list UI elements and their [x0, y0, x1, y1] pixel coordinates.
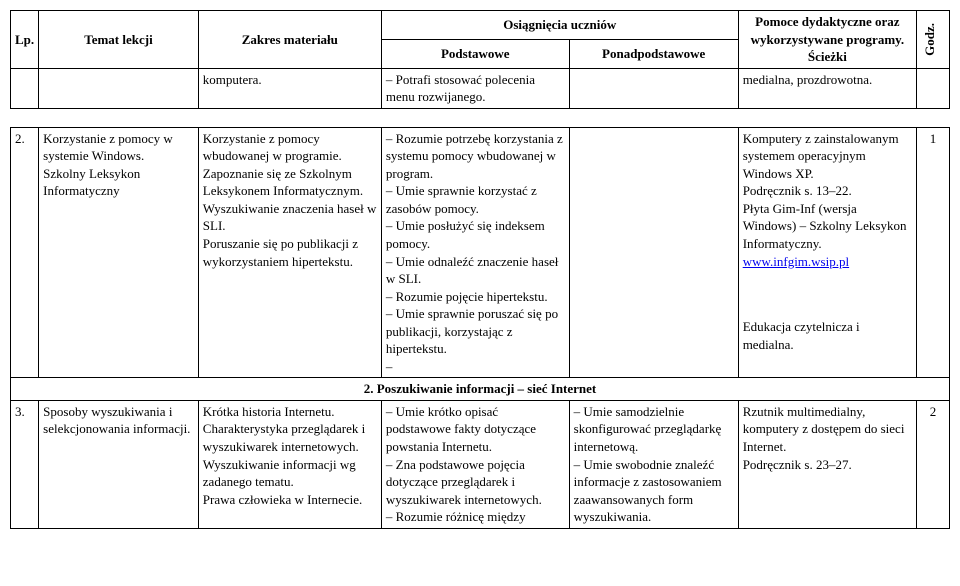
table-row: komputera. – Potrafi stosować polecenia … — [11, 68, 950, 108]
table-row: 2. Korzystanie z pomocy w systemie Windo… — [11, 127, 950, 378]
cell-pomoce: Rzutnik multimedialny, komputery z dostę… — [738, 400, 916, 528]
cell-zakres: Korzystanie z pomocy wbudowanej w progra… — [198, 127, 381, 378]
cell-podst: – Umie krótko opisać podstawowe fakty do… — [381, 400, 569, 528]
spacer-row — [11, 108, 950, 127]
cell-temat — [39, 68, 199, 108]
cell-temat: Korzystanie z pomocy w systemie Windows.… — [39, 127, 199, 378]
cell-ponad — [569, 68, 738, 108]
header-lp: Lp. — [11, 11, 39, 69]
cell-godz: 2 — [917, 400, 950, 528]
header-podstawowe: Podstawowe — [381, 39, 569, 68]
header-zakres: Zakres materiału — [198, 11, 381, 69]
link-infgim[interactable]: www.infgim.wsip.pl — [743, 254, 849, 269]
cell-ponad — [569, 127, 738, 378]
curriculum-table: Lp. Temat lekcji Zakres materiału Osiągn… — [10, 10, 950, 529]
header-godz: Godz. — [917, 11, 950, 69]
text: Edukacja czytelnicza i medialna. — [743, 319, 860, 352]
cell-lp: 3. — [11, 400, 39, 528]
header-temat: Temat lekcji — [39, 11, 199, 69]
cell-podst: – Potrafi stosować polecenia menu rozwij… — [381, 68, 569, 108]
cell-ponad: – Umie samodzielnie skonfigurować przegl… — [569, 400, 738, 528]
header-osiagniecia: Osiągnięcia uczniów — [381, 11, 738, 40]
cell-pomoce: medialna, prozdrowotna. — [738, 68, 916, 108]
cell-temat: Sposoby wyszukiwania i selekcjonowania i… — [39, 400, 199, 528]
header-ponadpodstawowe: Ponadpodstawowe — [569, 39, 738, 68]
cell-zakres: Krótka historia Internetu. Charakterysty… — [198, 400, 381, 528]
cell-pomoce: Komputery z zainstalowanym systemem oper… — [738, 127, 916, 378]
text: Komputery z zainstalowanym systemem oper… — [743, 131, 907, 251]
section-row: 2. Poszukiwanie informacji – sieć Intern… — [11, 378, 950, 401]
cell-podst: – Rozumie potrzebę korzystania z systemu… — [381, 127, 569, 378]
cell-lp: 2. — [11, 127, 39, 378]
cell-godz: 1 — [917, 127, 950, 378]
cell-lp — [11, 68, 39, 108]
header-pomoce: Pomoce dydaktyczne oraz wykorzystywane p… — [738, 11, 916, 69]
table-row: 3. Sposoby wyszukiwania i selekcjonowani… — [11, 400, 950, 528]
cell-godz — [917, 68, 950, 108]
cell-zakres: komputera. — [198, 68, 381, 108]
section-title: 2. Poszukiwanie informacji – sieć Intern… — [11, 378, 950, 401]
